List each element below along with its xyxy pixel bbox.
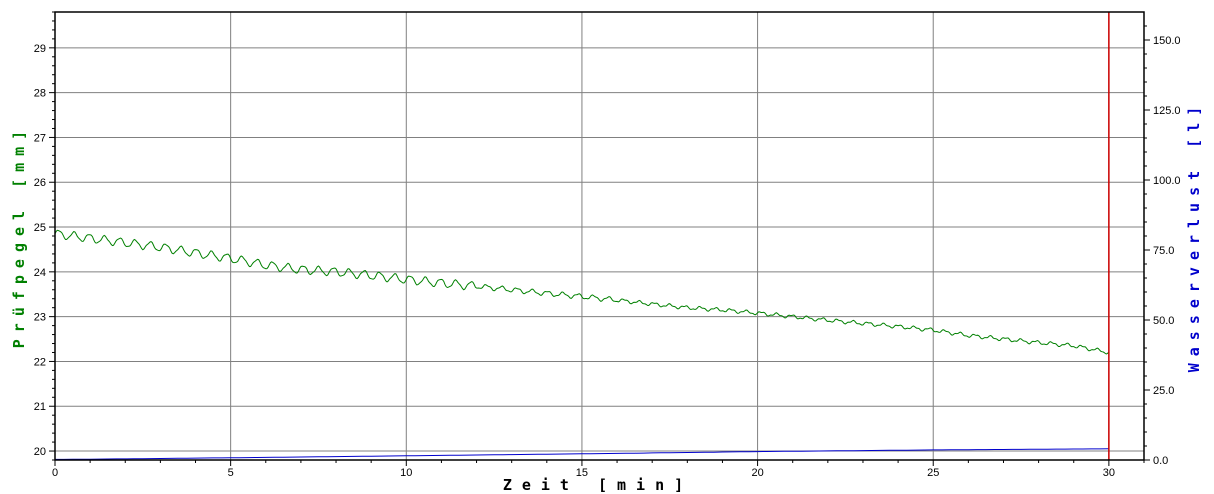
- y-right-tick-label: 150.0: [1153, 35, 1181, 47]
- y-right-tick-label: 25.0: [1153, 385, 1174, 397]
- y-left-tick-label: 21: [34, 401, 46, 413]
- y-right-tick-label: 50.0: [1153, 315, 1174, 327]
- y-left-tick-label: 25: [34, 222, 46, 234]
- y-left-tick-label: 22: [34, 356, 46, 368]
- x-tick-label: 30: [1103, 467, 1115, 479]
- grid: [54, 12, 1144, 460]
- y-left-tick-label: 26: [34, 177, 46, 189]
- y-left-tick-label: 23: [34, 312, 46, 324]
- pruefpegel-series: [54, 229, 1110, 355]
- pruefpegel-line: [54, 229, 1110, 355]
- y-right-tick-label: 0.0: [1153, 455, 1168, 467]
- y-left-tick-label: 27: [34, 132, 46, 144]
- right-y-axis-title: Wasserverlust [l]: [1185, 100, 1203, 373]
- y-right-tick-label: 125.0: [1153, 105, 1181, 117]
- axes: 0 5 10 15 20 25 30 20 21 22 23 24 25 26 27 28 29 0.0 25.0 5…: [34, 11, 1181, 479]
- x-tick-label: 10: [400, 467, 412, 479]
- x-tick-label: 20: [751, 467, 763, 479]
- y-right-tick-label: 75.0: [1153, 245, 1174, 257]
- y-left-tick-label: 28: [34, 88, 46, 100]
- x-tick-label: 5: [228, 467, 234, 479]
- y-left-tick-label: 24: [34, 267, 46, 279]
- plot-background: [55, 12, 1144, 460]
- x-tick-label: 15: [576, 467, 588, 479]
- left-y-axis-title: Prüfpegel [mm]: [10, 124, 28, 348]
- y-left-tick-label: 29: [34, 43, 46, 55]
- x-tick-label: 25: [927, 467, 939, 479]
- wasserverlust-line: [55, 448, 1109, 460]
- x-tick-label: 0: [52, 467, 58, 479]
- wasserverlust-series: [55, 448, 1109, 460]
- y-left-tick-label: 20: [34, 446, 46, 458]
- y-right-tick-label: 100.0: [1153, 175, 1181, 187]
- x-axis-title: Zeit [min]: [503, 476, 693, 494]
